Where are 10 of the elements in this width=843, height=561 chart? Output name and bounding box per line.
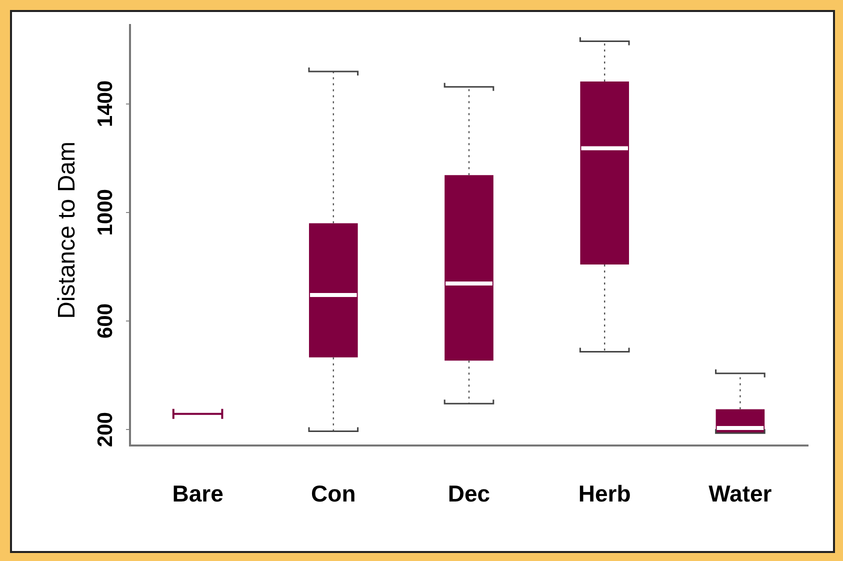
x-tick-label: Water xyxy=(708,480,772,507)
x-tick-label: Herb xyxy=(578,480,631,507)
y-axis-title: Distance to Dam xyxy=(54,141,81,319)
x-tick-label: Con xyxy=(311,480,356,507)
y-tick-label: 600 xyxy=(94,303,117,339)
y-tick-label: 1400 xyxy=(94,80,117,128)
y-tick-label: 1000 xyxy=(94,189,117,236)
x-tick-label: Bare xyxy=(172,480,224,507)
y-tick-label: 200 xyxy=(94,412,117,448)
x-tick-label: Dec xyxy=(448,480,490,507)
